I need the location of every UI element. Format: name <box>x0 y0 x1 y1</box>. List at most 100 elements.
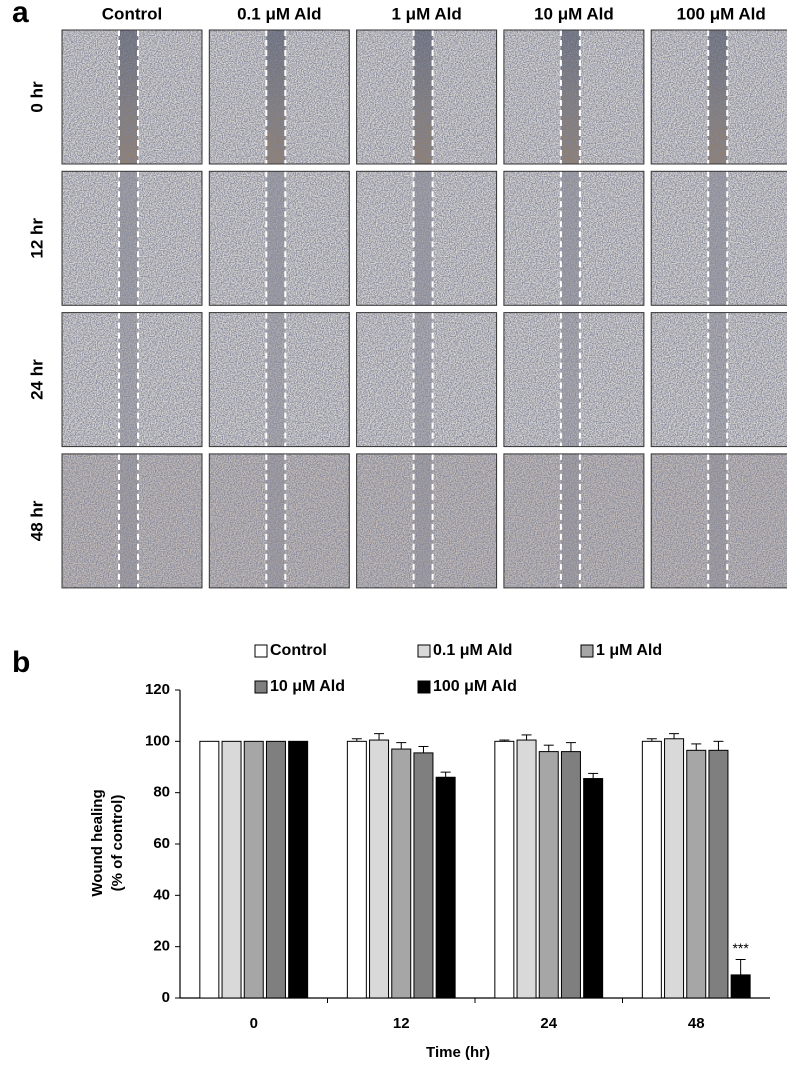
y-tick-label: 0 <box>162 989 170 1006</box>
error-bar <box>351 738 362 742</box>
cell-texture <box>651 312 787 447</box>
bar <box>199 740 220 999</box>
y-axis-label: Wound healing <box>89 789 106 896</box>
y-tick-label: 100 <box>145 732 170 749</box>
micrograph <box>208 453 350 589</box>
bar <box>583 778 604 999</box>
cell-texture <box>62 453 202 588</box>
legend-label: 0.1 μM Ald <box>433 642 512 659</box>
bar <box>346 740 367 999</box>
micrograph <box>650 453 787 589</box>
row-label: 24 hr <box>27 359 46 400</box>
column-label: Control <box>102 4 162 23</box>
panel-label: a <box>12 0 29 29</box>
error-bar <box>646 738 657 742</box>
micrograph-border <box>208 29 350 165</box>
cell-texture <box>209 30 350 164</box>
error-bar <box>588 772 599 779</box>
bar <box>708 749 729 999</box>
panel-label: b <box>12 646 30 679</box>
bar <box>369 739 390 999</box>
micrograph <box>61 312 203 448</box>
bar <box>664 738 685 999</box>
error-bar <box>521 734 532 741</box>
y-tick-label: 120 <box>145 681 170 698</box>
cell-texture <box>356 453 497 588</box>
bar <box>641 740 662 999</box>
column-label: 1 μM Ald <box>391 4 461 23</box>
x-axis-label: Time (hr) <box>426 1044 490 1061</box>
legend-label: Control <box>270 642 327 659</box>
bar <box>221 740 242 999</box>
cell-texture <box>651 453 787 588</box>
micrograph <box>356 170 498 306</box>
micrograph <box>61 453 203 589</box>
micrograph <box>61 29 203 165</box>
micrograph-border <box>650 312 787 448</box>
micrograph-border <box>503 29 645 165</box>
error-bar <box>669 733 680 739</box>
error-bar <box>713 740 724 751</box>
y-axis-label: (% of control) <box>109 795 126 892</box>
micrograph <box>208 170 350 306</box>
micrograph-border <box>503 453 645 589</box>
x-tick-label: 12 <box>393 1015 410 1032</box>
legend-label: 1 μM Ald <box>596 642 662 659</box>
bar <box>413 752 434 999</box>
x-tick-label: 24 <box>540 1015 557 1032</box>
micrograph-border <box>61 453 203 589</box>
row-label: 48 hr <box>27 500 46 541</box>
bar <box>516 739 537 999</box>
micrograph <box>356 453 498 589</box>
row-label: 12 hr <box>27 218 46 259</box>
micrograph-border <box>356 29 498 165</box>
micrograph-grid: Control 0.1 μM Ald 1 μM Ald 10 μM Ald 100 μM… <box>27 4 787 589</box>
micrograph-border <box>356 312 498 448</box>
legend-label: 100 μM Ald <box>433 678 517 695</box>
micrograph-border <box>61 312 203 448</box>
micrograph-border <box>356 170 498 306</box>
cell-texture <box>209 312 350 447</box>
micrograph <box>356 29 498 165</box>
bar <box>265 740 286 999</box>
bar <box>288 740 309 999</box>
error-bar <box>691 743 702 751</box>
legend-swatch <box>580 644 594 658</box>
micrograph <box>208 312 350 448</box>
bar <box>435 776 456 999</box>
error-bar <box>396 742 407 750</box>
y-tick-label: 40 <box>153 886 170 903</box>
cell-texture <box>356 171 497 306</box>
cell-texture <box>651 171 787 306</box>
micrograph <box>503 170 645 306</box>
error-bar <box>440 771 451 778</box>
cell-texture <box>62 30 202 164</box>
micrograph <box>503 453 645 589</box>
micrograph-border <box>208 312 350 448</box>
micrograph <box>650 170 787 306</box>
bar <box>391 748 412 999</box>
micrograph <box>61 170 203 306</box>
micrograph-border <box>61 170 203 306</box>
cell-texture <box>62 171 202 306</box>
column-label: 100 μM Ald <box>677 4 766 23</box>
y-tick-label: 60 <box>153 835 170 852</box>
legend-swatch <box>254 644 268 658</box>
error-bar <box>418 745 429 753</box>
y-tick-label: 80 <box>153 784 170 801</box>
legend-swatch <box>254 680 268 694</box>
bar <box>686 749 707 999</box>
micrograph <box>650 312 787 448</box>
y-tick-label: 20 <box>153 938 170 955</box>
bar <box>560 751 581 999</box>
micrograph <box>356 312 498 448</box>
micrograph-border <box>503 170 645 306</box>
micrograph <box>503 29 645 165</box>
bar <box>730 974 751 999</box>
cell-texture <box>503 312 644 447</box>
bar <box>494 740 515 999</box>
legend-swatch <box>417 644 431 658</box>
bar-chart: 0 20 40 60 80 100 120 Wound healing (% of contro… <box>89 642 770 1061</box>
